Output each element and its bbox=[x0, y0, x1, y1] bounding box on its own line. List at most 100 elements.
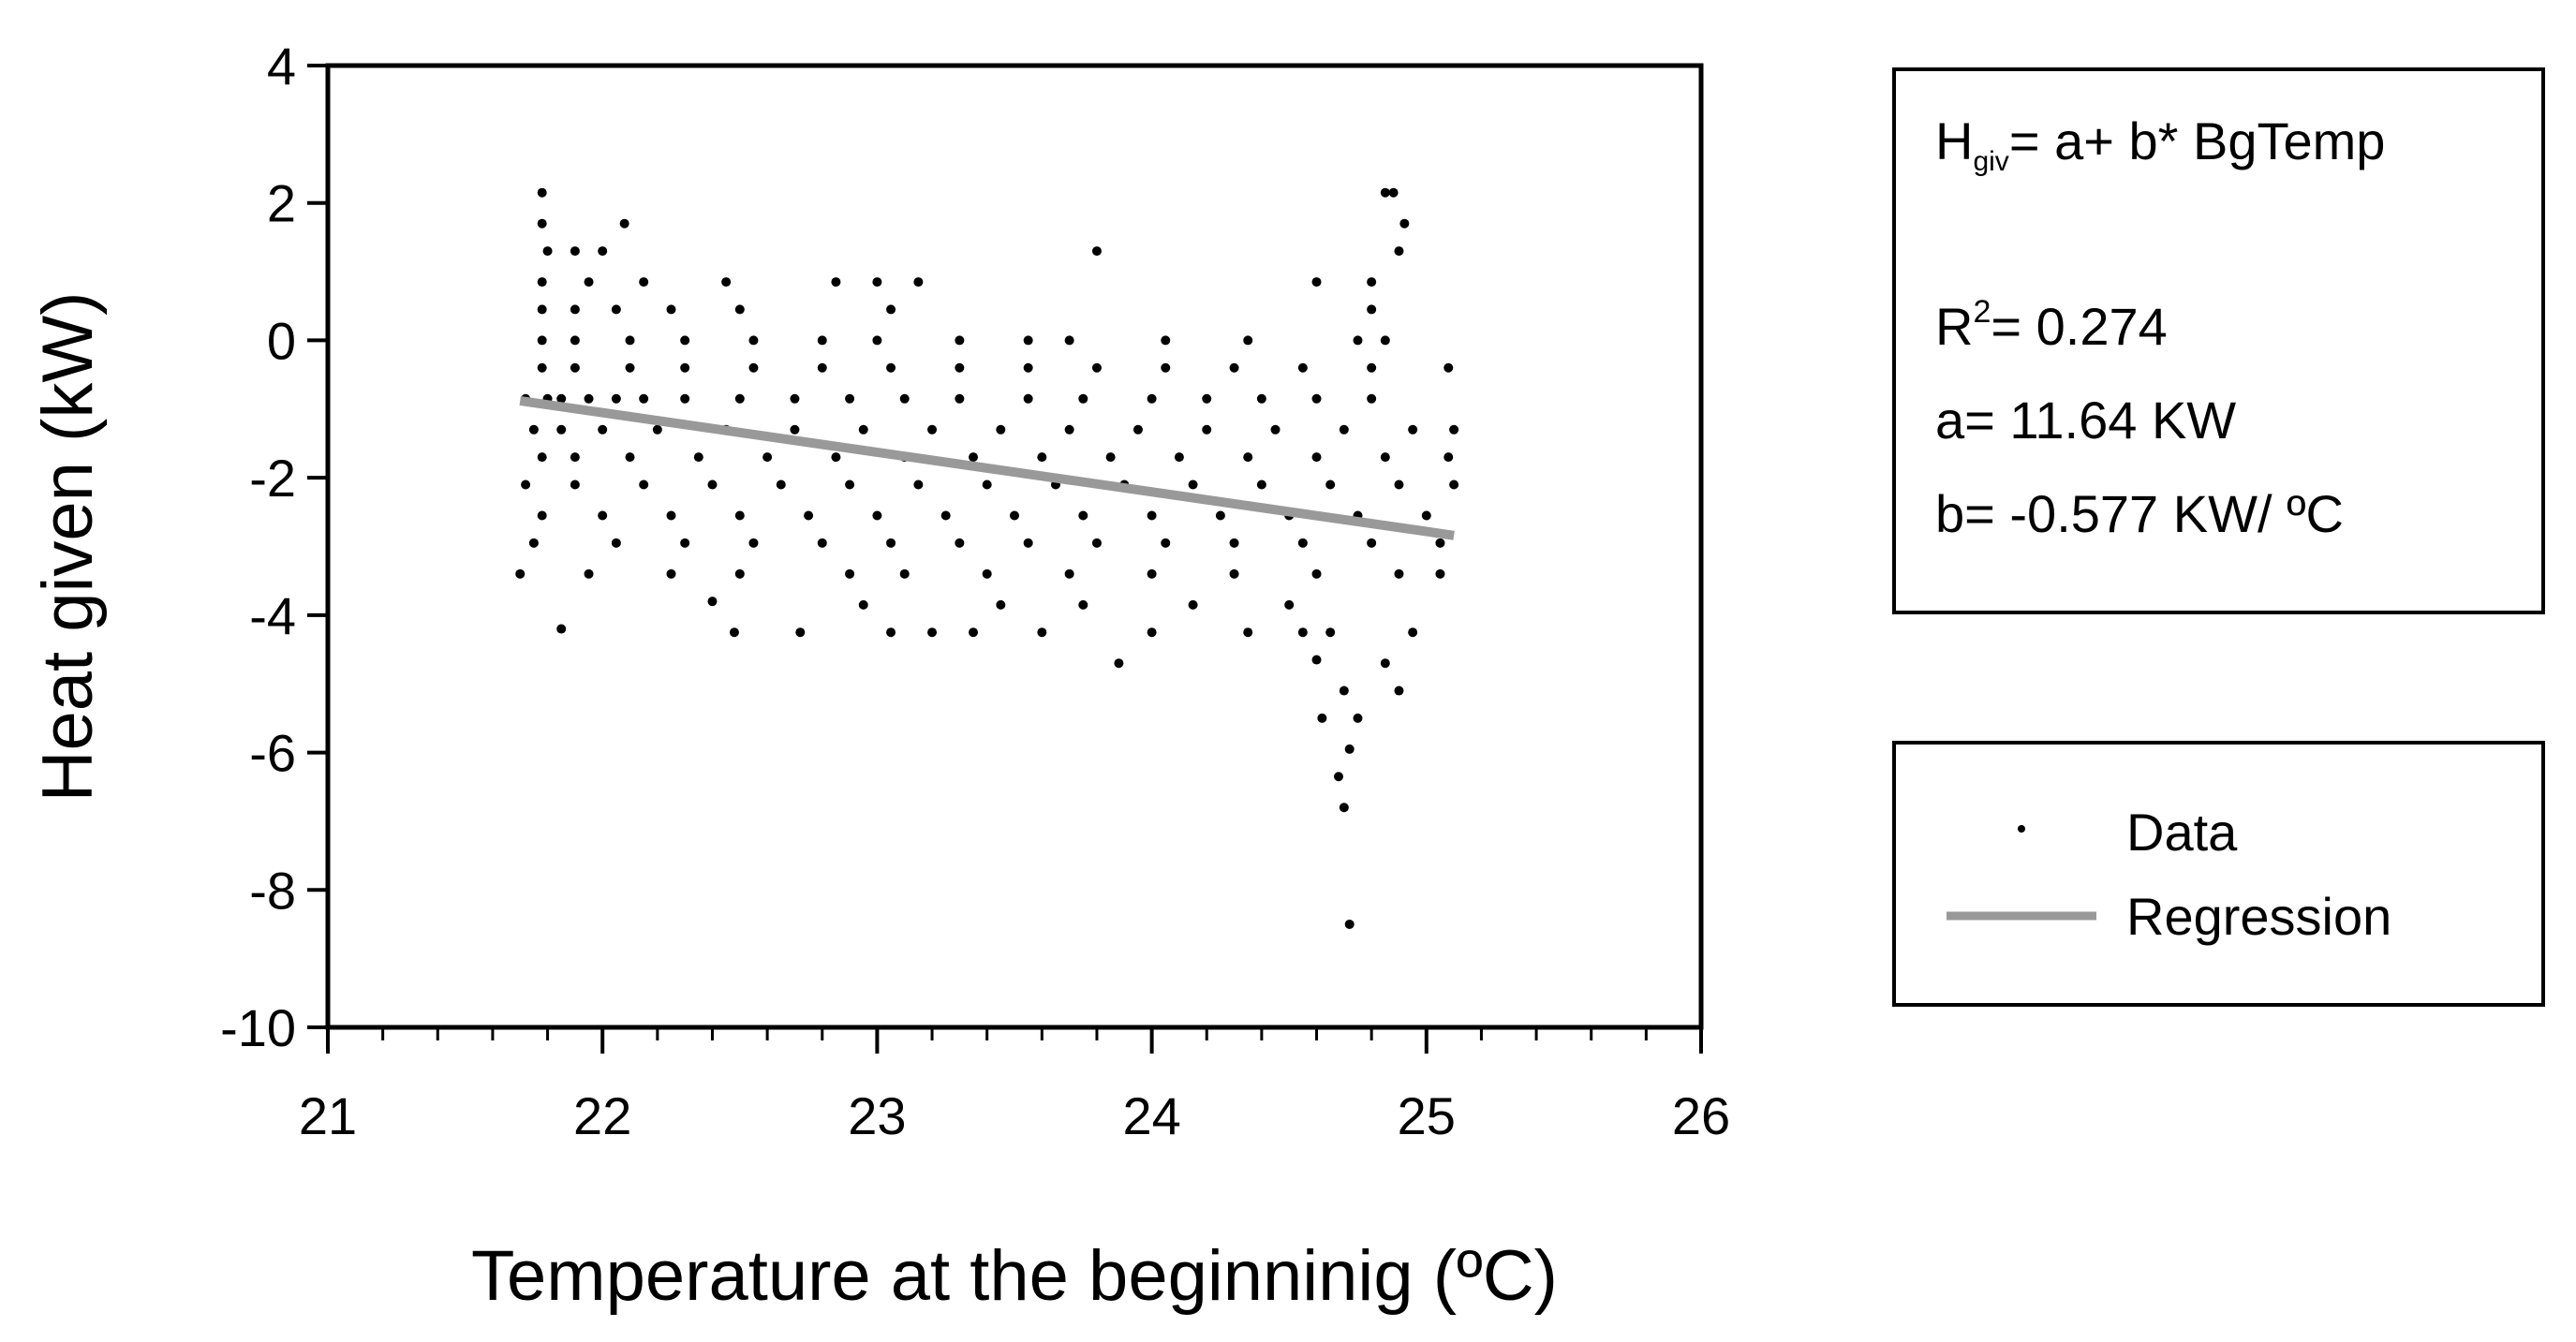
data-point bbox=[1435, 568, 1445, 579]
data-point bbox=[721, 277, 732, 288]
data-point bbox=[817, 538, 827, 548]
data-point bbox=[1443, 452, 1454, 463]
stats-box bbox=[1892, 67, 2545, 614]
data-point bbox=[528, 538, 539, 548]
data-point bbox=[1333, 772, 1343, 782]
data-point bbox=[1339, 424, 1349, 435]
data-point bbox=[556, 393, 567, 404]
data-point bbox=[1037, 452, 1047, 463]
data-point bbox=[899, 568, 910, 579]
data-point bbox=[1311, 568, 1322, 579]
data-point bbox=[734, 568, 745, 579]
data-point bbox=[1078, 393, 1088, 404]
data-point bbox=[680, 335, 690, 346]
data-point bbox=[1023, 538, 1033, 548]
data-point bbox=[556, 624, 567, 634]
data-point bbox=[611, 393, 621, 404]
plot-area-frame bbox=[325, 63, 1704, 1030]
data-point bbox=[1367, 362, 1377, 373]
data-point bbox=[537, 510, 547, 521]
data-point bbox=[1435, 538, 1445, 548]
data-point bbox=[1311, 393, 1322, 404]
data-point bbox=[872, 335, 882, 346]
data-point bbox=[913, 479, 924, 490]
data-points bbox=[515, 187, 1459, 929]
data-point bbox=[1367, 304, 1377, 315]
data-point bbox=[1297, 362, 1308, 373]
data-point bbox=[817, 362, 827, 373]
data-point bbox=[1133, 424, 1143, 435]
data-point bbox=[1256, 393, 1266, 404]
data-point bbox=[1147, 393, 1157, 404]
data-point bbox=[1174, 452, 1184, 463]
data-point bbox=[1037, 627, 1047, 638]
data-point bbox=[1010, 510, 1019, 521]
data-point bbox=[611, 304, 621, 315]
data-point bbox=[1388, 187, 1399, 198]
data-point bbox=[521, 479, 531, 490]
r-squared-rest: = 0.274 bbox=[1991, 297, 2167, 356]
data-point bbox=[542, 246, 553, 257]
legend-regression-label: Regression bbox=[2126, 887, 2391, 946]
data-point bbox=[570, 362, 580, 373]
data-point bbox=[845, 479, 855, 490]
x-tick-label: 25 bbox=[1398, 1086, 1456, 1145]
data-point bbox=[927, 424, 938, 435]
data-point bbox=[570, 304, 580, 315]
y-tick-label: -4 bbox=[249, 586, 296, 645]
data-point bbox=[707, 597, 718, 607]
data-point bbox=[1078, 510, 1088, 521]
data-point bbox=[1421, 510, 1431, 521]
legend-box bbox=[1892, 741, 2545, 1007]
data-point bbox=[734, 510, 745, 521]
data-point bbox=[1105, 452, 1116, 463]
data-point bbox=[858, 599, 868, 610]
data-point bbox=[996, 599, 1006, 610]
data-point bbox=[537, 452, 547, 463]
data-point bbox=[680, 362, 690, 373]
x-axis-ticks: 21 22 23 24 25 26 bbox=[299, 1027, 1730, 1145]
data-point bbox=[1147, 568, 1157, 579]
data-point bbox=[955, 335, 965, 346]
data-point bbox=[1243, 335, 1253, 346]
data-point bbox=[1394, 246, 1404, 257]
data-point bbox=[940, 510, 951, 521]
data-point bbox=[537, 335, 547, 346]
data-point bbox=[1311, 277, 1322, 288]
data-point bbox=[584, 568, 594, 579]
data-point bbox=[1202, 424, 1212, 435]
data-point bbox=[795, 627, 806, 638]
data-point bbox=[556, 424, 567, 435]
data-point bbox=[886, 627, 896, 638]
data-point bbox=[666, 568, 676, 579]
data-point bbox=[790, 393, 800, 404]
x-tick-label: 22 bbox=[573, 1086, 631, 1145]
data-point bbox=[969, 627, 979, 638]
data-point bbox=[693, 452, 703, 463]
data-point bbox=[817, 335, 827, 346]
data-point bbox=[1380, 187, 1390, 198]
data-point bbox=[1325, 627, 1336, 638]
data-point bbox=[1114, 658, 1124, 669]
y-tick-label: -6 bbox=[249, 724, 296, 783]
data-point bbox=[969, 452, 979, 463]
data-point bbox=[845, 393, 855, 404]
x-tick-label: 23 bbox=[848, 1086, 906, 1145]
data-point bbox=[1449, 479, 1459, 490]
data-point bbox=[858, 424, 868, 435]
x-tick-label: 21 bbox=[299, 1086, 357, 1145]
data-point bbox=[1394, 479, 1404, 490]
data-point bbox=[584, 277, 594, 288]
data-point bbox=[625, 362, 635, 373]
data-point bbox=[1091, 362, 1102, 373]
data-point bbox=[927, 627, 938, 638]
data-point bbox=[639, 479, 649, 490]
data-point bbox=[639, 393, 649, 404]
data-point bbox=[748, 538, 759, 548]
data-point bbox=[1449, 424, 1459, 435]
data-point bbox=[666, 510, 676, 521]
equation-subscript: giv bbox=[1973, 146, 2008, 177]
data-point bbox=[845, 568, 855, 579]
data-point bbox=[1311, 452, 1322, 463]
